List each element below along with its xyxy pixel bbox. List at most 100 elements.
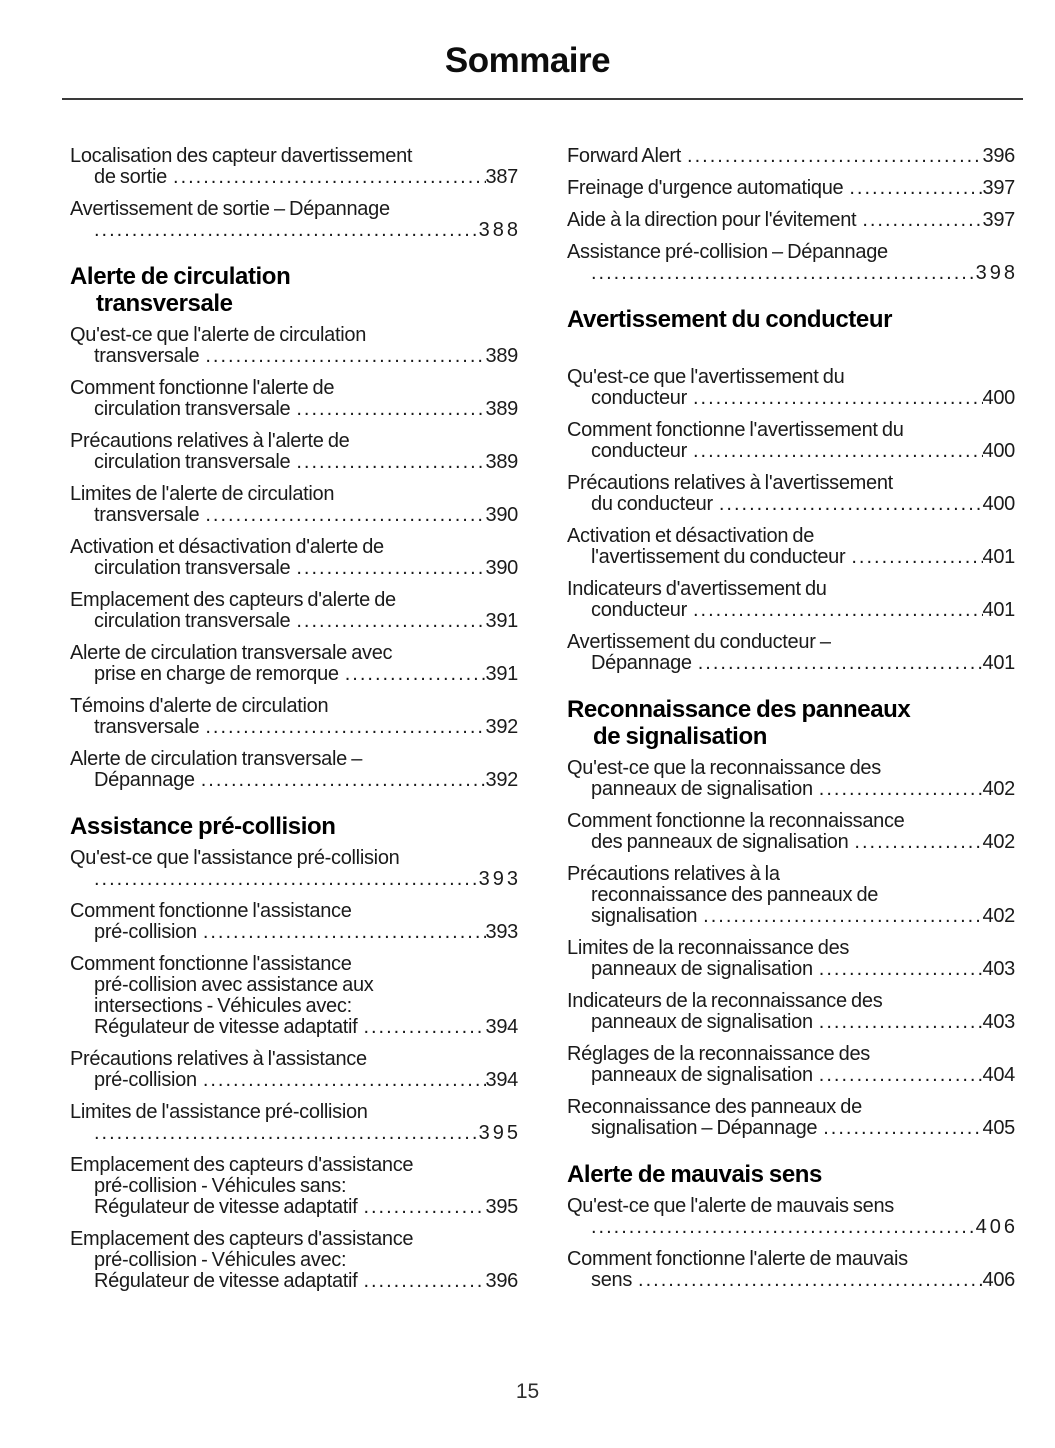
document-page: Sommaire Localisation des capteur davert… <box>0 0 1055 1303</box>
dot-leader <box>94 220 479 241</box>
page-ref: 403 <box>982 958 1016 980</box>
toc-entry-line: Qu'est-ce que l'alerte de circulation <box>70 324 367 346</box>
toc-entry: Assistance pré-collision – Dépannage 398 <box>567 242 1015 284</box>
page-ref: 400 <box>982 493 1016 515</box>
toc-entry-leader-line: transversale 390 <box>70 505 518 526</box>
toc-entry-leader-line: Régulateur de vitesse adaptatif 396 <box>70 1271 518 1292</box>
toc-entry: Freinage d'urgence automatique 397 <box>567 178 1015 199</box>
section-heading: Reconnaissance des panneaux de signalisat… <box>567 696 1015 750</box>
toc-entry: Réglages de la reconnaissance des panneau… <box>567 1044 1015 1086</box>
toc-entry-line: Qu'est-ce que l'avertissement du <box>567 366 845 388</box>
toc-entry-line: Comment fonctionne l'assistance <box>70 900 352 922</box>
toc-entry-text: transversale <box>94 716 200 738</box>
section-heading: Alerte de circulation transversale <box>70 263 518 317</box>
toc-entry-text: circulation transversale <box>94 451 291 473</box>
toc-entry-line: Limites de la reconnaissance des <box>567 937 850 959</box>
toc-entry-text: circulation transversale <box>94 610 291 632</box>
toc-entry: Comment fonctionne l'avertissement du con… <box>567 420 1015 462</box>
toc-entry-text: circulation transversale <box>94 557 291 579</box>
page-ref: 397 <box>982 209 1016 231</box>
dot-leader <box>819 779 983 800</box>
toc-entry-text: Régulateur de vitesse adaptatif <box>94 1270 358 1292</box>
toc-entry-leader-line: circulation transversale 390 <box>70 558 518 579</box>
dot-leader <box>693 388 983 409</box>
toc-entry: Précautions relatives à l'assistance pré-… <box>70 1049 518 1091</box>
toc-entry-text: panneaux de signalisation <box>591 958 813 980</box>
page-ref: 389 <box>485 451 519 473</box>
toc-entry-line: Comment fonctionne l'alerte de <box>70 377 335 399</box>
page-ref: 401 <box>982 546 1016 568</box>
dot-leader <box>205 346 485 367</box>
toc-entry-text: Forward Alert <box>567 145 682 167</box>
toc-entry-leader-line: du conducteur 400 <box>567 494 1015 515</box>
dot-leader <box>823 1118 982 1139</box>
toc-entry-leader-line: pré-collision 394 <box>70 1070 518 1091</box>
page-ref: 396 <box>485 1270 519 1292</box>
dot-leader <box>698 653 983 674</box>
dot-leader <box>849 178 982 199</box>
page-ref: 393 <box>478 868 521 890</box>
toc-entry: Témoins d'alerte de circulation transvers… <box>70 696 518 738</box>
toc-entry-leader-line: sens 406 <box>567 1270 1015 1291</box>
toc-entry-leader-line: Forward Alert 396 <box>567 146 1015 167</box>
toc-entry: Forward Alert 396 <box>567 146 1015 167</box>
toc-entry-text: prise en charge de remorque <box>94 663 339 685</box>
toc-column-left: Localisation des capteur davertissement d… <box>70 146 518 1303</box>
toc-entry-text: panneaux de signalisation <box>591 778 813 800</box>
toc-entry-line: Qu'est-ce que l'assistance pré-collision <box>70 847 400 869</box>
page-ref: 402 <box>982 905 1016 927</box>
toc-entry: Précautions relatives à la reconnaissance… <box>567 864 1015 927</box>
page-ref: 400 <box>982 440 1016 462</box>
dot-leader <box>203 1070 486 1091</box>
dot-leader <box>203 922 486 943</box>
dot-leader <box>296 558 485 579</box>
toc-entry: Avertissement de sortie – Dépannage 388 <box>70 199 518 241</box>
page-ref: 406 <box>982 1269 1016 1291</box>
toc-entry: Indicateurs d'avertissement du conducteur… <box>567 579 1015 621</box>
page-number: 15 <box>515 1380 540 1403</box>
dot-leader <box>591 263 976 284</box>
toc-entry-leader-line: panneaux de signalisation 403 <box>567 1012 1015 1033</box>
dot-leader <box>591 1217 976 1238</box>
toc-entry-leader-line: 398 <box>567 263 1015 284</box>
toc-entry-leader-line: pré-collision 393 <box>70 922 518 943</box>
toc-entry-leader-line: circulation transversale 389 <box>70 399 518 420</box>
dot-leader <box>719 494 983 515</box>
toc-entry: Précautions relatives à l'avertissement d… <box>567 473 1015 515</box>
toc-entry-text: conducteur <box>591 387 687 409</box>
page-ref: 389 <box>485 398 519 420</box>
dot-leader <box>862 210 982 231</box>
toc-entry-line: Indicateurs d'avertissement du <box>567 578 827 600</box>
dot-leader <box>363 1017 485 1038</box>
toc-entry: Activation et désactivation de l'avertiss… <box>567 526 1015 568</box>
toc-entry-line: Activation et désactivation d'alerte de <box>70 536 384 558</box>
toc-entry-leader-line: prise en charge de remorque 391 <box>70 664 518 685</box>
toc-entry-text: Dépannage <box>591 652 692 674</box>
toc-entry-line: Avertissement du conducteur – <box>567 631 831 653</box>
toc-entry-text: Régulateur de vitesse adaptatif <box>94 1016 358 1038</box>
dot-leader <box>345 664 486 685</box>
dot-leader <box>296 452 485 473</box>
toc-entry-line: pré-collision - Véhicules avec: <box>94 1249 347 1271</box>
toc-entry-leader-line: Régulateur de vitesse adaptatif 395 <box>70 1197 518 1218</box>
toc-entry: Alerte de circulation transversale – Dépa… <box>70 749 518 791</box>
toc-entry: Qu'est-ce que la reconnaissance des panne… <box>567 758 1015 800</box>
toc-entry: Emplacement des capteurs d'assistance pré… <box>70 1155 518 1218</box>
toc-entry-leader-line: 395 <box>70 1123 518 1144</box>
toc-entry-text: transversale <box>94 504 200 526</box>
toc-entry-leader-line: signalisation 402 <box>567 906 1015 927</box>
toc-entry-line: reconnaissance des panneaux de <box>591 884 879 906</box>
page-ref: 391 <box>485 663 519 685</box>
dot-leader <box>687 146 982 167</box>
toc-entry-text: panneaux de signalisation <box>591 1011 813 1033</box>
toc-entry: Activation et désactivation d'alerte de c… <box>70 537 518 579</box>
page-ref: 390 <box>485 504 519 526</box>
page-ref: 398 <box>975 262 1018 284</box>
toc-entry: Limites de l'assistance pré-collision 395 <box>70 1102 518 1144</box>
toc-entry-text: Régulateur de vitesse adaptatif <box>94 1196 358 1218</box>
toc-entry-line: Alerte de circulation transversale avec <box>70 642 393 664</box>
page-ref: 395 <box>478 1122 521 1144</box>
toc-entry-text: de sortie <box>94 166 168 188</box>
dot-leader <box>173 167 486 188</box>
toc-entry-leader-line: l'avertissement du conducteur 401 <box>567 547 1015 568</box>
